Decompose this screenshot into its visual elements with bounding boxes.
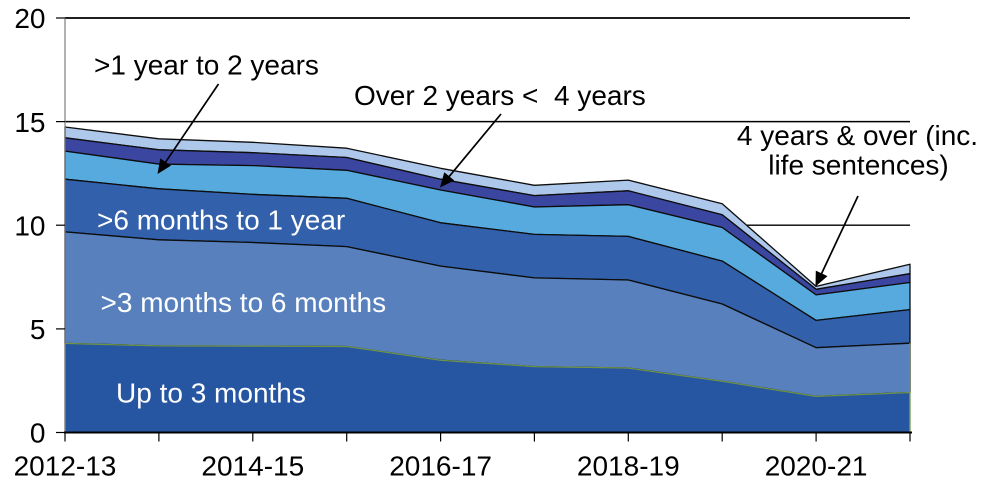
svg-text:life sentences): life sentences) [768,150,949,181]
svg-text:0: 0 [30,418,46,449]
svg-text:4 years & over (inc.: 4 years & over (inc. [737,120,978,151]
svg-text:>3 months to 6 months: >3 months to 6 months [101,287,387,318]
svg-text:Up to 3 months: Up to 3 months [116,378,306,409]
svg-text:2016-17: 2016-17 [389,451,492,482]
svg-text:15: 15 [14,107,45,138]
svg-text:20: 20 [14,3,45,34]
svg-text:10: 10 [14,210,45,241]
svg-text:2014-15: 2014-15 [201,451,304,482]
svg-text:2020-21: 2020-21 [765,451,868,482]
svg-text:>1 year to 2 years: >1 year to 2 years [94,50,319,81]
svg-text:5: 5 [30,314,46,345]
svg-text:Over 2 years < 4 years: Over 2 years < 4 years [354,80,646,111]
svg-text:2018-19: 2018-19 [577,451,680,482]
svg-text:2012-13: 2012-13 [14,451,117,482]
svg-text:>6 months to 1 year: >6 months to 1 year [97,205,345,236]
